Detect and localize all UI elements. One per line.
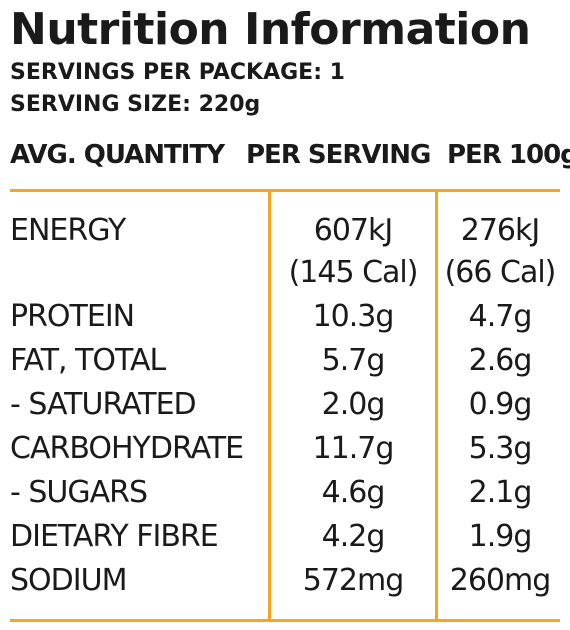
per-serving-value: 4.2g xyxy=(321,519,386,554)
nutrient-name: FAT, TOTAL xyxy=(10,343,166,378)
per-100g-value: 2.1g xyxy=(468,475,533,510)
nutrient-name: - SUGARS xyxy=(10,475,148,510)
table-row: DIETARY FIBRE 4.2g 1.9g xyxy=(0,516,570,560)
table-row: FAT, TOTAL 5.7g 2.6g xyxy=(0,340,570,384)
divider-bottom xyxy=(10,619,560,622)
nutrient-name: PROTEIN xyxy=(10,299,135,334)
per-serving-value: 607kJ (145 Cal) xyxy=(270,210,436,294)
per-serving-value: 4.6g xyxy=(321,475,386,510)
per-100g-value: 276kJ (66 Cal) xyxy=(437,210,563,294)
table-row: - SATURATED 2.0g 0.9g xyxy=(0,384,570,428)
divider-column-1 xyxy=(268,192,271,619)
per-100g-value: 2.6g xyxy=(468,343,533,378)
nutrient-name: ENERGY xyxy=(10,213,126,248)
servings-per-package: SERVINGS PER PACKAGE: 1 xyxy=(10,60,345,85)
per-100g-cal: (66 Cal) xyxy=(444,255,557,290)
per-serving-cal: (145 Cal) xyxy=(288,255,419,290)
per-serving-value: 5.7g xyxy=(321,343,386,378)
serving-size: SERVING SIZE: 220g xyxy=(10,92,261,117)
divider-top xyxy=(10,189,560,192)
table-row: SODIUM 572mg 260mg xyxy=(0,560,570,604)
per-100g-value: 1.9g xyxy=(468,519,533,554)
nutrient-name: DIETARY FIBRE xyxy=(10,519,219,554)
per-serving-value: 10.3g xyxy=(312,299,395,334)
per-100g-value: 5.3g xyxy=(468,431,533,466)
table-row: - SUGARS 4.6g 2.1g xyxy=(0,472,570,516)
nutrient-name: - SATURATED xyxy=(10,387,197,422)
divider-column-2 xyxy=(435,192,438,619)
per-serving-value: 11.7g xyxy=(312,431,395,466)
table-row: ENERGY 607kJ (145 Cal) 276kJ (66 Cal) xyxy=(0,210,570,296)
per-100g-value: 260mg xyxy=(449,563,552,598)
nutrition-table: ENERGY 607kJ (145 Cal) 276kJ (66 Cal) PR… xyxy=(0,210,570,604)
table-row: PROTEIN 10.3g 4.7g xyxy=(0,296,570,340)
per-serving-kj: 607kJ xyxy=(313,213,393,248)
header-per-100g: PER 100g xyxy=(447,140,570,170)
per-serving-value: 2.0g xyxy=(321,387,386,422)
nutrient-name: SODIUM xyxy=(10,563,127,598)
page-title: Nutrition Information xyxy=(10,4,531,55)
header-avg-quantity: AVG. QUANTITY xyxy=(10,140,225,170)
nutrient-name: CARBOHYDRATE xyxy=(10,431,244,466)
per-100g-value: 4.7g xyxy=(468,299,533,334)
per-100g-kj: 276kJ xyxy=(460,213,540,248)
per-serving-value: 572mg xyxy=(302,563,405,598)
header-per-serving: PER SERVING xyxy=(246,140,431,170)
per-100g-value: 0.9g xyxy=(468,387,533,422)
table-row: CARBOHYDRATE 11.7g 5.3g xyxy=(0,428,570,472)
